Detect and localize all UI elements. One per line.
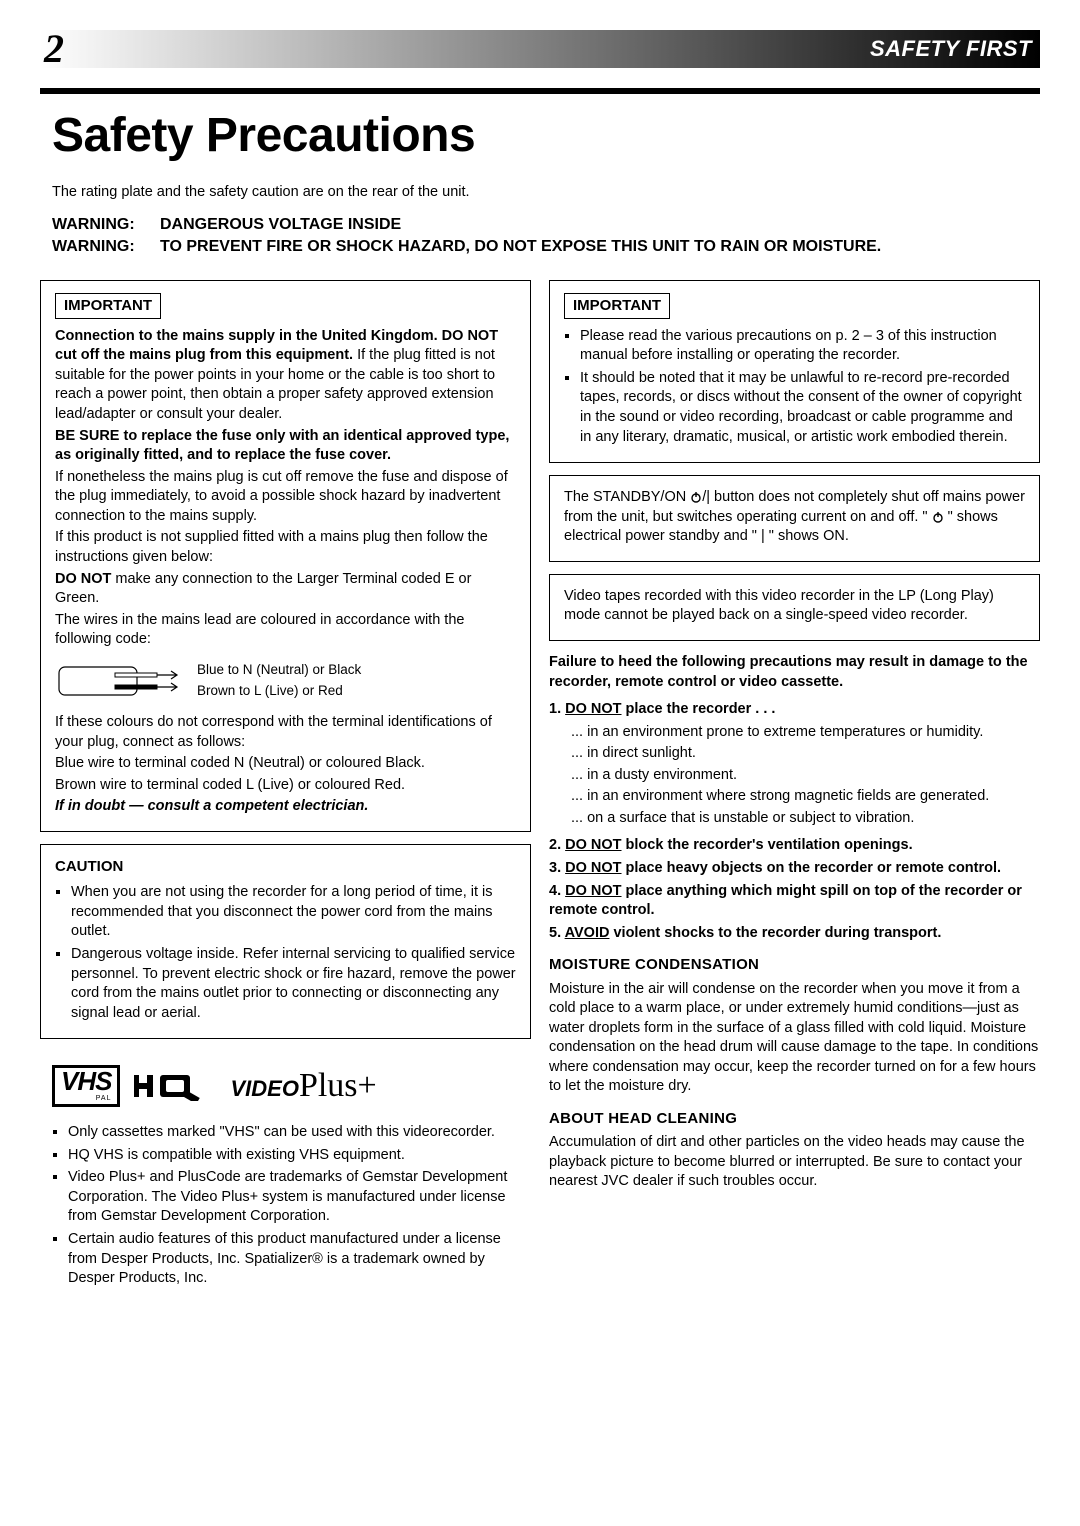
plug-diagram: Blue to N (Neutral) or Black Brown to L …: [57, 658, 516, 703]
box-header: CAUTION: [55, 857, 516, 877]
title-rule: [40, 88, 1040, 94]
precaution-list: 1. DO NOT place the recorder . . . ... i…: [549, 700, 1040, 943]
section-tag: SAFETY FIRST: [870, 34, 1040, 64]
power-icon: [690, 491, 702, 503]
warning-label: WARNING:: [52, 214, 160, 236]
standby-text: The STANDBY/ON /| button does not comple…: [564, 488, 1025, 547]
warnings-block: WARNING: DANGEROUS VOLTAGE INSIDE WARNIN…: [40, 214, 1040, 257]
moisture-title: MOISTURE CONDENSATION: [549, 955, 1040, 975]
page-number: 2: [40, 22, 64, 76]
para: Brown wire to terminal coded L (Live) or…: [55, 776, 516, 796]
para: If in doubt — consult a competent electr…: [55, 797, 516, 817]
lp-box: Video tapes recorded with this video rec…: [549, 574, 1040, 641]
box-header: IMPORTANT: [564, 293, 670, 319]
warning-line: DANGEROUS VOLTAGE INSIDE: [160, 214, 401, 236]
main-title: Safety Precautions: [40, 100, 1040, 183]
list-item: 1. DO NOT place the recorder . . .: [549, 700, 1040, 720]
box-header: IMPORTANT: [55, 293, 161, 319]
hq-icon: [134, 1071, 216, 1101]
caution-box: CAUTION When you are not using the recor…: [40, 844, 531, 1039]
important-box-right: IMPORTANT Please read the various precau…: [549, 280, 1040, 464]
headcleaning-title: ABOUT HEAD CLEANING: [549, 1109, 1040, 1129]
videoplus-logo: VIDEO Plus+: [230, 1063, 376, 1109]
para: BE SURE to replace the fuse only with an…: [55, 427, 516, 466]
bottom-list: Only cassettes marked "VHS" can be used …: [40, 1123, 531, 1289]
plug-label-brown: Brown to L (Live) or Red: [197, 682, 361, 700]
list-item: 3. DO NOT place heavy objects on the rec…: [549, 859, 1040, 879]
para: If nonetheless the mains plug is cut off…: [55, 468, 516, 527]
left-column: IMPORTANT Connection to the mains supply…: [40, 280, 531, 1292]
power-icon: [932, 511, 944, 523]
intro-text: The rating plate and the safety caution …: [40, 183, 1040, 203]
list-item: HQ VHS is compatible with existing VHS e…: [68, 1146, 527, 1166]
para: DO NOT make any connection to the Larger…: [55, 570, 516, 609]
para: Blue wire to terminal coded N (Neutral) …: [55, 754, 516, 774]
content-columns: IMPORTANT Connection to the mains supply…: [40, 280, 1040, 1292]
list-item: 5. AVOID violent shocks to the recorder …: [549, 924, 1040, 944]
warning-line: TO PREVENT FIRE OR SHOCK HAZARD, DO NOT …: [160, 236, 881, 258]
plug-icon: [57, 659, 187, 703]
para: The wires in the mains lead are coloured…: [55, 611, 516, 650]
failure-warning: Failure to heed the following precaution…: [549, 653, 1040, 692]
list-item: Please read the various precautions on p…: [580, 327, 1025, 366]
vhs-logo: VHS PAL: [52, 1065, 120, 1106]
list-item: 2. DO NOT block the recorder's ventilati…: [549, 836, 1040, 856]
list-item: Video Plus+ and PlusCode are trademarks …: [68, 1168, 527, 1227]
sub-list: ... in an environment prone to extreme t…: [549, 723, 1040, 829]
warning-label: WARNING:: [52, 236, 160, 258]
list-item: Only cassettes marked "VHS" can be used …: [68, 1123, 527, 1143]
right-column: IMPORTANT Please read the various precau…: [549, 280, 1040, 1292]
list-item: It should be noted that it may be unlawf…: [580, 369, 1025, 447]
list-item: ... on a surface that is unstable or sub…: [571, 809, 1040, 829]
page-header: 2 SAFETY FIRST: [40, 30, 1040, 68]
list-item: ... in direct sunlight.: [571, 744, 1040, 764]
para: If these colours do not correspond with …: [55, 713, 516, 752]
list-item: Certain audio features of this product m…: [68, 1230, 527, 1289]
moisture-body: Moisture in the air will condense on the…: [549, 980, 1040, 1097]
list-item: ... in a dusty environment.: [571, 766, 1040, 786]
lp-text: Video tapes recorded with this video rec…: [564, 587, 1025, 626]
plug-label-blue: Blue to N (Neutral) or Black: [197, 661, 361, 679]
standby-box: The STANDBY/ON /| button does not comple…: [549, 475, 1040, 562]
list-item: ... in an environment where strong magne…: [571, 787, 1040, 807]
hq-logo: [134, 1071, 216, 1101]
para: If this product is not supplied fitted w…: [55, 528, 516, 567]
list-item: Dangerous voltage inside. Refer internal…: [71, 945, 516, 1023]
list-item: 4. DO NOT place anything which might spi…: [549, 882, 1040, 921]
list-item: When you are not using the recorder for …: [71, 883, 516, 942]
plug-labels: Blue to N (Neutral) or Black Brown to L …: [197, 658, 361, 703]
logo-row: VHS PAL VIDEO Plus+: [52, 1063, 531, 1109]
list-item: ... in an environment prone to extreme t…: [571, 723, 1040, 743]
para: Connection to the mains supply in the Un…: [55, 327, 516, 425]
important-box-left: IMPORTANT Connection to the mains supply…: [40, 280, 531, 833]
headcleaning-body: Accumulation of dirt and other particles…: [549, 1133, 1040, 1192]
